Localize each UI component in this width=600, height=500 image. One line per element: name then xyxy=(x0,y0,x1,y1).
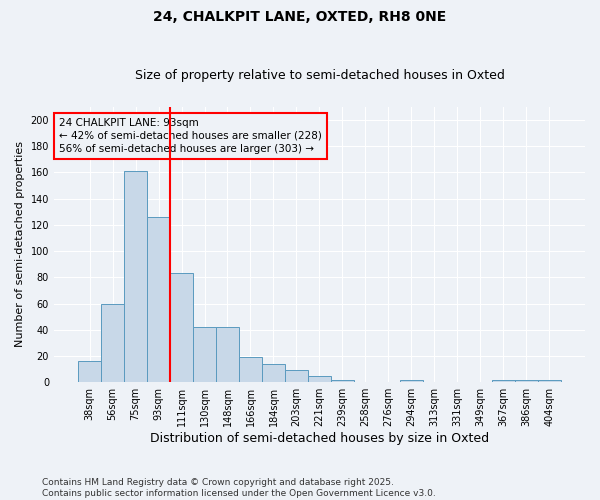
Y-axis label: Number of semi-detached properties: Number of semi-detached properties xyxy=(15,142,25,348)
Bar xyxy=(400,380,423,382)
Text: 24, CHALKPIT LANE, OXTED, RH8 0NE: 24, CHALKPIT LANE, OXTED, RH8 0NE xyxy=(154,10,446,24)
Bar xyxy=(331,380,354,382)
Bar xyxy=(78,361,101,382)
Title: Size of property relative to semi-detached houses in Oxted: Size of property relative to semi-detach… xyxy=(134,69,505,82)
Bar xyxy=(239,358,262,382)
Bar xyxy=(170,274,193,382)
Bar xyxy=(492,380,515,382)
Bar xyxy=(285,370,308,382)
Text: 24 CHALKPIT LANE: 93sqm
← 42% of semi-detached houses are smaller (228)
56% of s: 24 CHALKPIT LANE: 93sqm ← 42% of semi-de… xyxy=(59,118,322,154)
Bar xyxy=(124,171,147,382)
Text: Contains HM Land Registry data © Crown copyright and database right 2025.
Contai: Contains HM Land Registry data © Crown c… xyxy=(42,478,436,498)
Bar xyxy=(515,380,538,382)
Bar xyxy=(147,217,170,382)
Bar xyxy=(538,380,561,382)
Bar xyxy=(308,376,331,382)
X-axis label: Distribution of semi-detached houses by size in Oxted: Distribution of semi-detached houses by … xyxy=(150,432,489,445)
Bar xyxy=(101,304,124,382)
Bar xyxy=(193,327,216,382)
Bar xyxy=(262,364,285,382)
Bar xyxy=(216,327,239,382)
